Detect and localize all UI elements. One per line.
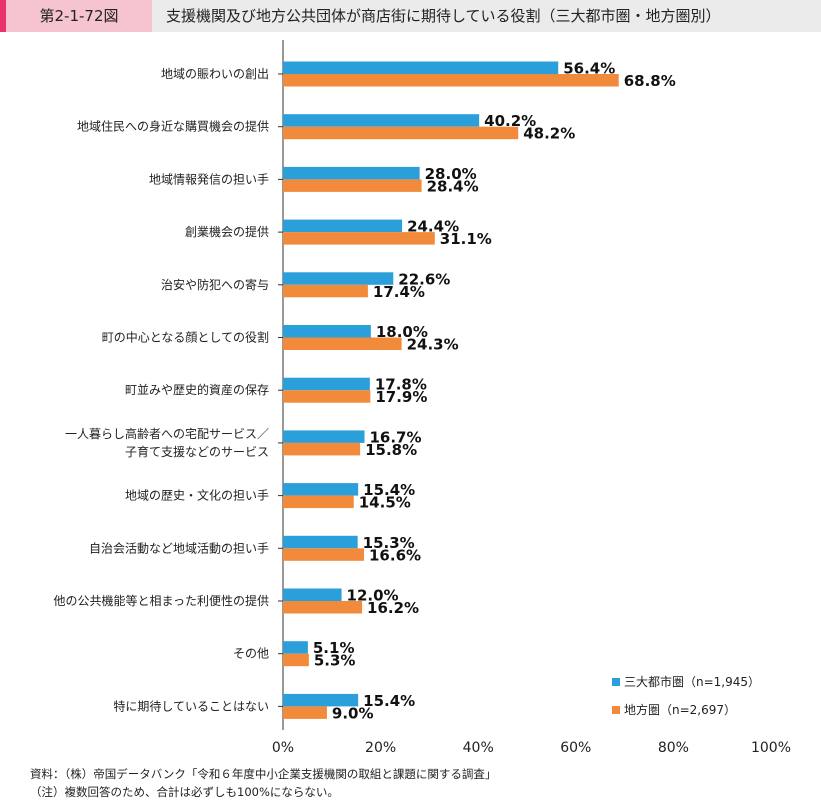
bar-metro bbox=[283, 483, 359, 496]
data-label-regional: 28.4% bbox=[427, 177, 479, 195]
data-label-metro: 15.3% bbox=[363, 534, 415, 552]
figure-title: 支援機関及び地方公共団体が商店街に期待している役割（三大都市圏・地方圏別） bbox=[166, 7, 721, 25]
bar-metro bbox=[283, 641, 308, 654]
data-label-metro: 17.8% bbox=[375, 376, 427, 394]
category-label: 他の公共機能等と相まった利便性の提供 bbox=[53, 593, 269, 608]
category-label: 創業機会の提供 bbox=[185, 224, 269, 239]
data-label-metro: 56.4% bbox=[563, 60, 615, 78]
category-label: 地域の歴史・文化の担い手 bbox=[125, 488, 269, 503]
data-label-regional: 15.8% bbox=[365, 441, 417, 459]
category-label: 自治会活動など地域活動の担い手 bbox=[89, 541, 269, 555]
category-label: 地域の賑わいの創出 bbox=[161, 67, 269, 81]
x-tick-label: 0% bbox=[272, 740, 294, 756]
bar-regional bbox=[283, 179, 422, 192]
bar-regional bbox=[283, 284, 368, 298]
bar-metro bbox=[283, 535, 358, 549]
bar-regional bbox=[283, 126, 519, 140]
bar-metro bbox=[283, 693, 359, 707]
figure-header: 第2-1-72図 支援機関及び地方公共団体が商店街に期待している役割（三大都市圏… bbox=[0, 0, 821, 32]
data-label-regional: 31.1% bbox=[440, 230, 492, 248]
bar-regional bbox=[283, 442, 361, 456]
category-label: 治安や防犯への寄与 bbox=[161, 277, 269, 292]
legend-swatch-regional bbox=[612, 706, 620, 714]
category-label: その他 bbox=[233, 647, 269, 661]
data-label-metro: 22.6% bbox=[398, 270, 450, 288]
bar-regional bbox=[283, 74, 619, 87]
bar-metro bbox=[283, 114, 480, 127]
bar-metro bbox=[283, 61, 559, 74]
data-label-metro: 28.0% bbox=[425, 165, 477, 183]
bar-metro bbox=[283, 588, 342, 601]
bar-chart: 0% 20% 40% 60% 80% 100% 地域の賑わいの創出 56.4% 68.8% 地域住… bbox=[53, 40, 791, 756]
x-tick-label: 40% bbox=[463, 740, 494, 756]
x-tick-label: 80% bbox=[658, 740, 689, 756]
bar-regional bbox=[283, 390, 371, 403]
data-label-regional: 48.2% bbox=[523, 125, 575, 143]
footnote: （注）複数回答のため、合計は必ずしも100%にならない。 bbox=[30, 785, 339, 799]
data-label-regional: 5.3% bbox=[314, 652, 356, 670]
category-label: 特に期待していることはない bbox=[113, 698, 269, 713]
data-label-regional: 24.3% bbox=[407, 336, 459, 354]
bar-regional bbox=[283, 495, 354, 509]
bar-metro bbox=[283, 272, 394, 285]
data-label-metro: 24.4% bbox=[407, 218, 459, 236]
bar-regional bbox=[283, 653, 309, 667]
bar-metro bbox=[283, 166, 420, 180]
data-label-metro: 15.4% bbox=[363, 481, 415, 499]
bar-metro bbox=[283, 430, 365, 443]
figure-number: 第2-1-72図 bbox=[0, 0, 152, 32]
bar-metro bbox=[283, 219, 403, 233]
data-label-regional: 16.6% bbox=[369, 546, 421, 564]
data-label-metro: 5.1% bbox=[313, 639, 355, 657]
data-label-regional: 68.8% bbox=[624, 72, 676, 90]
bar-regional bbox=[283, 601, 363, 614]
category-label: 町の中心となる顔としての役割 bbox=[102, 330, 269, 345]
bar-regional bbox=[283, 706, 327, 719]
data-label-regional: 16.2% bbox=[367, 599, 419, 617]
x-tick-label: 20% bbox=[365, 740, 396, 756]
legend-swatch-metro bbox=[612, 678, 620, 686]
category-label: 地域情報発信の担い手 bbox=[149, 172, 269, 186]
data-label-regional: 17.4% bbox=[373, 283, 425, 301]
bar-regional bbox=[283, 232, 435, 245]
data-label-metro: 16.7% bbox=[369, 428, 421, 446]
data-label-metro: 40.2% bbox=[484, 112, 536, 130]
data-label-metro: 15.4% bbox=[363, 692, 415, 710]
data-label-regional: 14.5% bbox=[359, 494, 411, 512]
bar-metro bbox=[283, 325, 371, 338]
category-label: 地域住民への身近な購買機会の提供 bbox=[77, 119, 269, 134]
legend-label-metro: 三大都市圏（n=1,945） bbox=[624, 674, 760, 689]
data-label-metro: 12.0% bbox=[347, 587, 399, 605]
category-label: 町並みや歴史的資産の保存 bbox=[125, 382, 269, 397]
x-tick-label: 100% bbox=[751, 740, 791, 756]
source-note: 資料：（株）帝国データバンク「令和６年度中小企業支援機関の取組と課題に関する調査… bbox=[30, 767, 497, 781]
bar-metro bbox=[283, 377, 370, 391]
bar-regional bbox=[283, 337, 402, 350]
data-label-metro: 18.0% bbox=[376, 323, 428, 341]
bar-regional bbox=[283, 548, 365, 561]
data-label-regional: 9.0% bbox=[332, 704, 374, 722]
legend-label-regional: 地方圏（n=2,697） bbox=[624, 702, 736, 717]
category-label: 一人暮らし高齢者への宅配サービス／ bbox=[65, 426, 269, 441]
category-label: 子育て支援などのサービス bbox=[125, 444, 269, 459]
x-tick-label: 60% bbox=[560, 740, 591, 756]
data-label-regional: 17.9% bbox=[375, 388, 427, 406]
